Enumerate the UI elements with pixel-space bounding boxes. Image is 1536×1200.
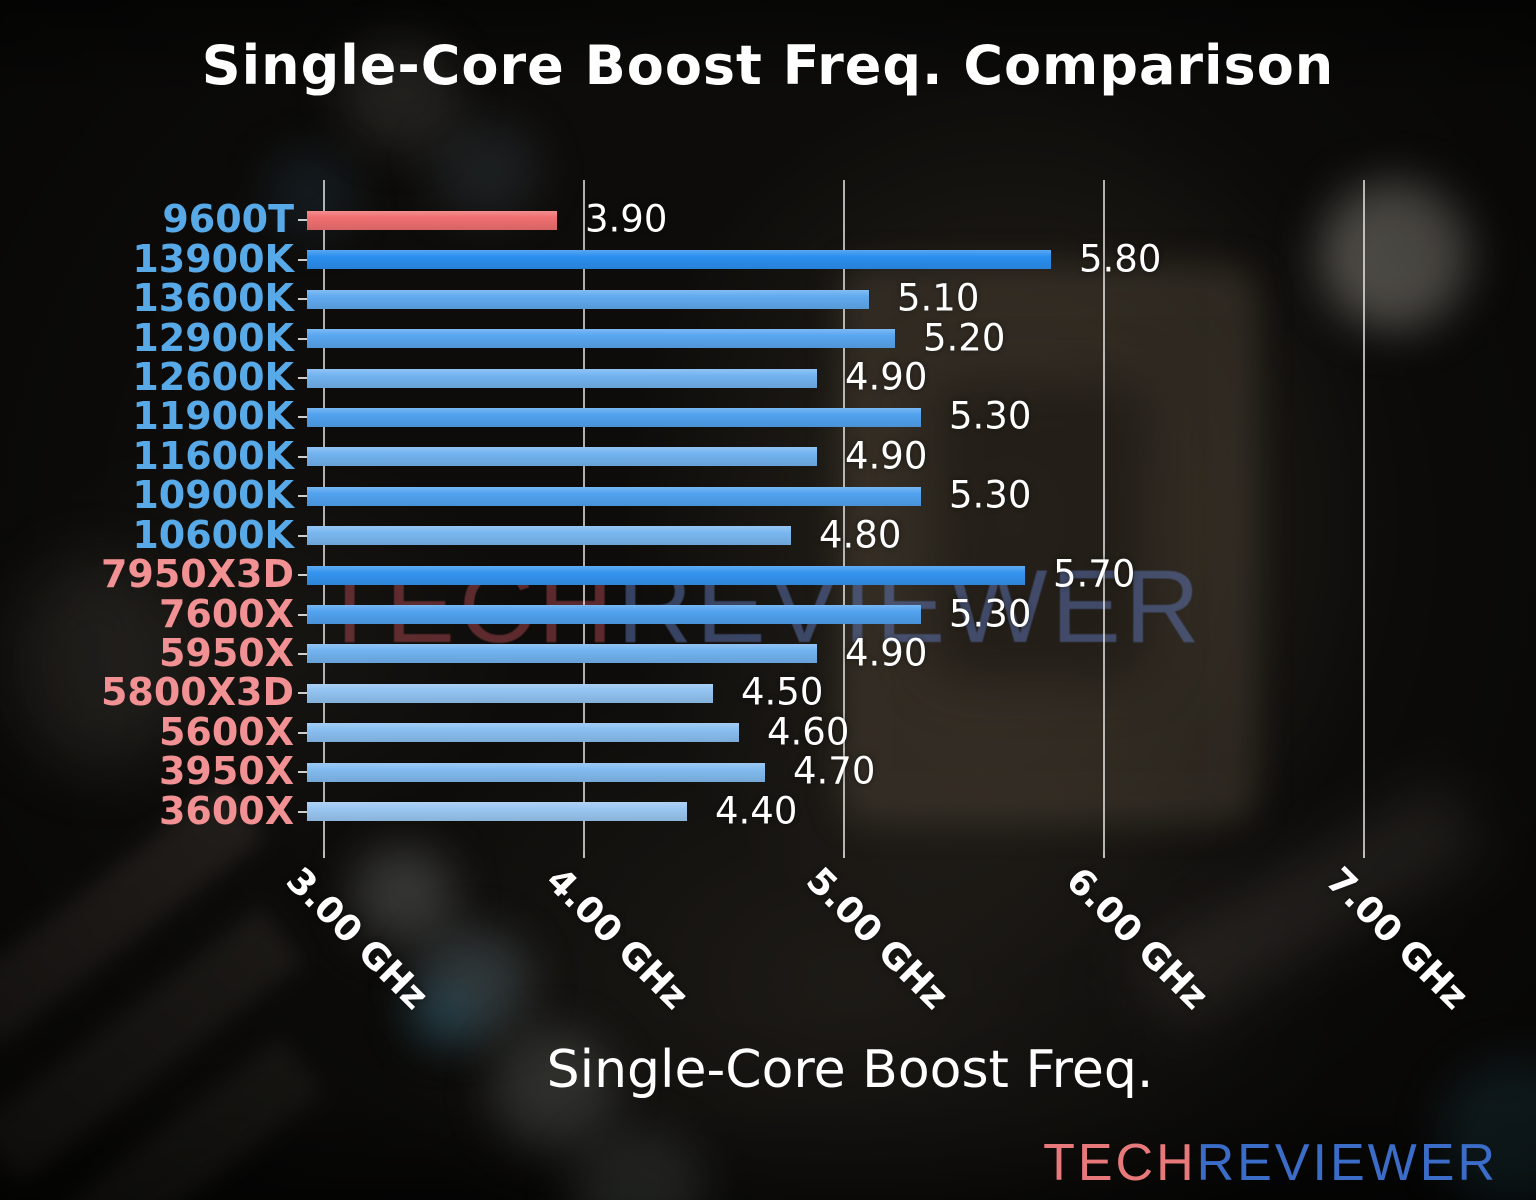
y-axis-tick [298,692,307,695]
bar-value-label: 5.30 [949,592,1032,636]
bar [307,250,1051,270]
bar [307,802,687,822]
cpu-label: 11600K [132,433,294,478]
bar-value-label: 5.20 [923,316,1006,360]
cpu-label: 5950X [158,631,294,676]
bar [307,762,765,782]
gridline [843,180,845,851]
bar [307,486,921,506]
bar-value-label: 5.30 [949,395,1032,439]
x-axis-label: Single-Core Boost Freq. [546,1040,1154,1100]
x-axis-tick-label: 7.00 GHz [1318,860,1476,1018]
bar-value-label: 4.90 [845,434,928,478]
x-axis-tick [583,851,585,858]
bar [307,407,921,427]
bar-value-label: 4.70 [793,749,876,793]
cpu-label: 3600X [158,788,294,833]
bar-value-label: 4.90 [845,631,928,675]
x-axis-tick [843,851,845,858]
y-axis-tick [298,258,307,261]
bar-value-label: 4.40 [715,789,798,833]
x-axis-tick [1363,851,1365,858]
cpu-label: 9600T [162,197,294,242]
x-axis-tick-label: 3.00 GHz [278,860,436,1018]
bar [307,644,817,664]
y-axis-tick [298,731,307,734]
cpu-label: 12900K [132,315,294,360]
techreviewer-logo: TECHREVIEWER [1043,1133,1498,1193]
bar-value-label: 5.10 [897,276,980,320]
chart-title: Single-Core Boost Freq. Comparison [201,34,1335,97]
cpu-label: 7950X3D [100,552,294,597]
bar [307,565,1025,585]
y-axis-tick [298,219,307,222]
cpu-label: 12600K [132,355,294,400]
y-axis-tick [298,298,307,301]
bar-value-label: 3.90 [585,198,668,242]
x-axis-tick-label: 5.00 GHz [798,860,956,1018]
bar [307,289,869,309]
bar [307,447,817,467]
bar-value-label: 4.50 [741,670,824,714]
logo-reviewer: REVIEWER [1196,1134,1498,1192]
y-axis-tick [298,574,307,577]
bar-value-label: 4.60 [767,710,850,754]
bar-value-label: 5.80 [1079,237,1162,281]
y-axis-tick [298,613,307,616]
gridline [1363,180,1365,851]
bar [307,683,713,703]
cpu-label: 5800X3D [100,670,294,715]
cpu-label: 5600X [158,709,294,754]
y-axis-tick [298,416,307,419]
bar-value-label: 5.30 [949,473,1032,517]
bar [307,526,791,546]
y-axis-tick [298,455,307,458]
bar [307,368,817,388]
x-axis-tick-label: 4.00 GHz [538,860,696,1018]
cpu-label: 10900K [132,473,294,518]
cpu-label: 13600K [132,276,294,321]
x-axis-tick-label: 6.00 GHz [1058,860,1216,1018]
bar-value-label: 5.70 [1053,552,1136,596]
cpu-label: 13900K [132,236,294,281]
gridline [323,180,325,851]
y-axis-tick [298,495,307,498]
logo-tech: TECH [1043,1134,1197,1192]
x-axis-tick [1103,851,1105,858]
bar-value-label: 4.80 [819,513,902,557]
bar [307,210,557,230]
y-axis-tick [298,534,307,537]
y-axis-tick [298,337,307,340]
cpu-label: 11900K [132,394,294,439]
bar-value-label: 4.90 [845,355,928,399]
y-axis-tick [298,652,307,655]
x-axis-tick [323,851,325,858]
cpu-label: 7600X [158,591,294,636]
bar [307,329,895,349]
cpu-label: 10600K [132,512,294,557]
cpu-label: 3950X [158,749,294,794]
bar [307,605,921,624]
gridline [583,180,585,851]
y-axis-tick [298,377,307,380]
y-axis-tick [298,810,307,813]
gridline [1103,180,1105,851]
y-axis-tick [298,771,307,774]
bar [307,723,739,743]
